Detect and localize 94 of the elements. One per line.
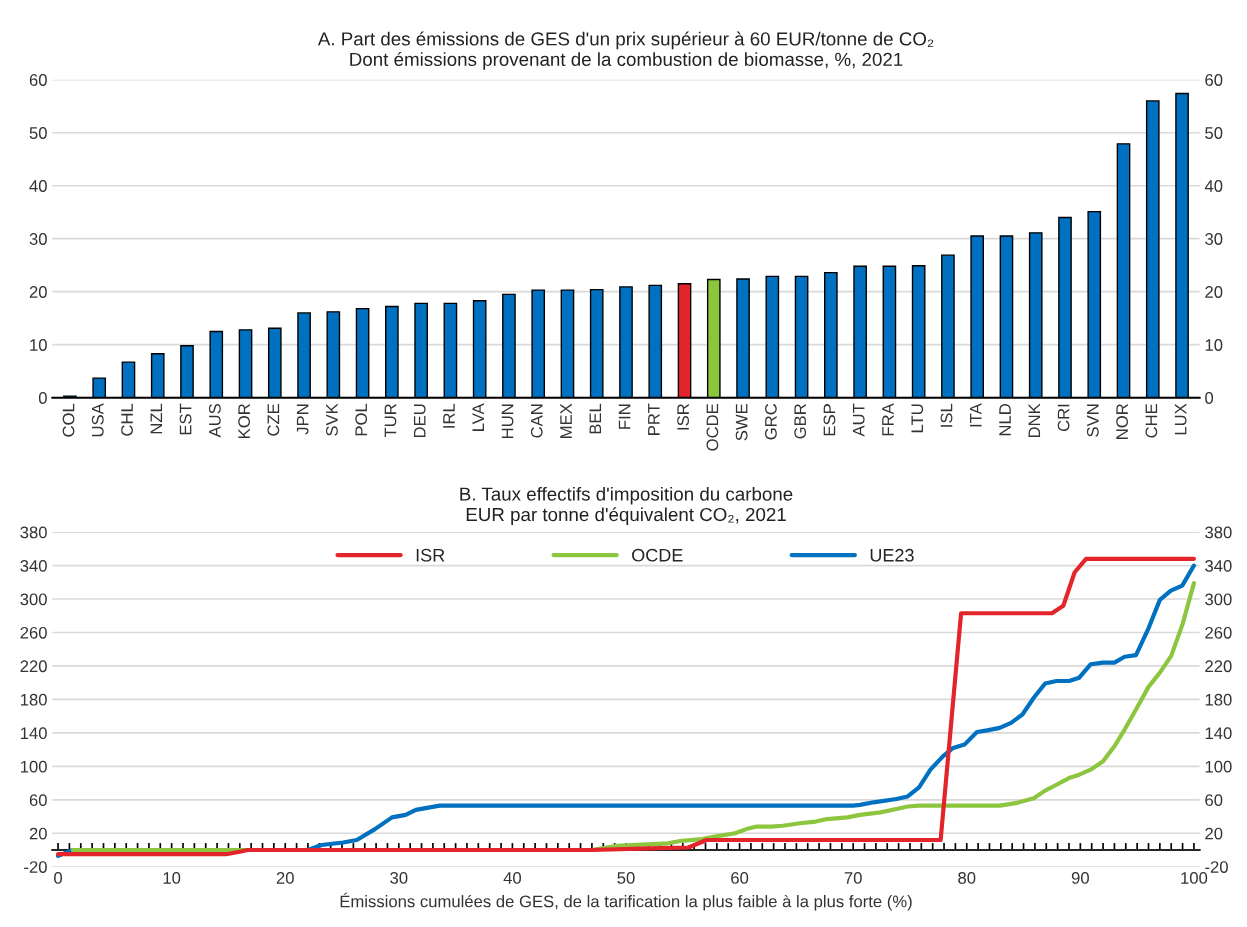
- y-tick-label: 260: [20, 626, 47, 639]
- y2-tick-label: 380: [1205, 526, 1232, 539]
- x-tick-label: HUN: [501, 404, 514, 438]
- x-tick-label: NLD: [999, 404, 1011, 436]
- y-tick-label: 300: [20, 593, 47, 606]
- x-tick-label: CRI: [1057, 404, 1070, 432]
- x-tick-label: 90: [1071, 872, 1089, 884]
- x-tick-label: 30: [390, 872, 408, 884]
- y2-tick-label: 220: [1205, 660, 1232, 673]
- x-tick-label: 80: [958, 872, 976, 884]
- y-tick-label: 30: [29, 233, 47, 245]
- x-tick-label: KOR: [238, 404, 251, 438]
- x-tick-label: ESP: [823, 404, 836, 436]
- chart-subtitle: Dont émissions provenant de la combustion de biomasse, %, 2021: [350, 52, 903, 70]
- x-tick-label: JPN: [296, 404, 309, 435]
- x-tick-label: AUS: [208, 404, 221, 438]
- y-tick-label: 50: [29, 127, 47, 139]
- x-tick-label: DEU: [413, 404, 426, 438]
- x-tick-label: 40: [503, 872, 522, 884]
- x-tick-label: IRL: [443, 403, 455, 428]
- x-tick-label: GRC: [765, 403, 777, 440]
- x-tick-label: 70: [844, 872, 862, 884]
- y-tick-label: 140: [20, 727, 47, 740]
- x-tick-label: FIN: [618, 404, 631, 429]
- x-tick-label: BEL: [589, 403, 602, 434]
- x-tick-label: COL: [62, 403, 75, 437]
- y-tick-label: 380: [20, 526, 47, 539]
- x-tick-label: ISR: [677, 404, 689, 430]
- legend-label: ISR: [416, 548, 445, 562]
- y2-tick-label: 100: [1205, 760, 1232, 773]
- x-tick-label: MEX: [560, 403, 572, 438]
- y-tick-label: 60: [29, 74, 47, 86]
- x-tick-label: CHL: [121, 403, 133, 436]
- chart-title: B. Taux effectifs d'imposition du carbone: [460, 486, 793, 505]
- x-tick-label: DNK: [1028, 403, 1041, 438]
- y-tick-label: 220: [20, 660, 47, 673]
- y2-tick-label: 40: [1204, 180, 1223, 192]
- y-tick-label: 20: [29, 827, 47, 840]
- y2-tick-label: 50: [1205, 127, 1223, 139]
- x-tick-label: 0: [54, 872, 63, 884]
- y2-tick-label: 340: [1205, 559, 1232, 572]
- x-tick-label: CHE: [1145, 403, 1158, 438]
- x-tick-label: 10: [163, 872, 181, 884]
- y2-tick-label: 300: [1205, 593, 1232, 606]
- x-tick-label: 20: [276, 872, 294, 884]
- x-tick-label: LTU: [911, 404, 924, 433]
- x-tick-label: PRT: [648, 403, 660, 435]
- x-tick-label: ISL: [940, 403, 953, 427]
- x-tick-label: LUX: [1174, 403, 1187, 435]
- x-tick-label: SVK: [326, 403, 338, 436]
- y-tick-label: 340: [20, 559, 47, 572]
- x-tick-label: 60: [731, 872, 749, 884]
- legend-label: UE23: [870, 548, 914, 562]
- x-tick-label: SVN: [1086, 404, 1099, 437]
- x-tick-label: FRA: [882, 403, 894, 436]
- y2-tick-label: 60: [1205, 794, 1223, 807]
- x-axis-title: Émissions cumulées de GES, de la tarification la plus faible à la plus forte (%): [340, 892, 912, 911]
- x-tick-label: CAN: [530, 404, 543, 438]
- y-tick-label: 100: [20, 760, 47, 773]
- y-tick-label: 60: [29, 794, 47, 807]
- y-tick-label: -20: [24, 861, 47, 873]
- y2-tick-label: 20: [1205, 286, 1223, 298]
- x-tick-label: EST: [179, 403, 192, 435]
- x-tick-label: 50: [617, 872, 635, 884]
- y-tick-label: 10: [30, 339, 47, 351]
- y2-tick-label: -20: [1205, 861, 1228, 873]
- x-tick-label: USA: [91, 403, 104, 437]
- y2-tick-label: 30: [1205, 233, 1223, 245]
- y2-tick-label: 20: [1205, 827, 1223, 840]
- y2-tick-label: 140: [1205, 727, 1232, 740]
- x-tick-label: POL: [355, 403, 368, 436]
- x-tick-label: ITA: [970, 403, 982, 427]
- x-tick-label: OCDE: [706, 403, 719, 451]
- x-tick-label: NOR: [1116, 404, 1128, 439]
- y2-tick-label: 0: [1205, 392, 1214, 404]
- y2-tick-label: 180: [1205, 693, 1232, 706]
- y2-tick-label: 10: [1205, 339, 1223, 351]
- x-tick-label: GBR: [794, 404, 807, 439]
- y-tick-label: 20: [29, 286, 47, 298]
- y2-tick-label: 60: [1205, 74, 1223, 86]
- chart-title: A. Part des émissions de GES d'un prix supérieur à 60 EUR/tonne de CO₂: [317, 31, 934, 50]
- y-tick-label: 180: [20, 693, 47, 706]
- x-tick-label: CZE: [267, 403, 280, 436]
- y2-tick-label: 260: [1205, 626, 1232, 639]
- x-tick-label: NZL: [150, 403, 163, 434]
- x-tick-label: TUR: [384, 404, 397, 438]
- y-tick-label: 40: [29, 180, 47, 192]
- legend-label: OCDE: [632, 548, 683, 562]
- x-tick-label: 100: [1181, 872, 1208, 884]
- chart-subtitle: EUR par tonne d'équivalent CO₂, 2021: [466, 507, 786, 525]
- x-tick-label: LVA: [472, 403, 484, 431]
- x-tick-label: AUT: [852, 403, 865, 437]
- x-tick-label: SWE: [735, 403, 748, 441]
- y-tick-label: 0: [38, 392, 47, 404]
